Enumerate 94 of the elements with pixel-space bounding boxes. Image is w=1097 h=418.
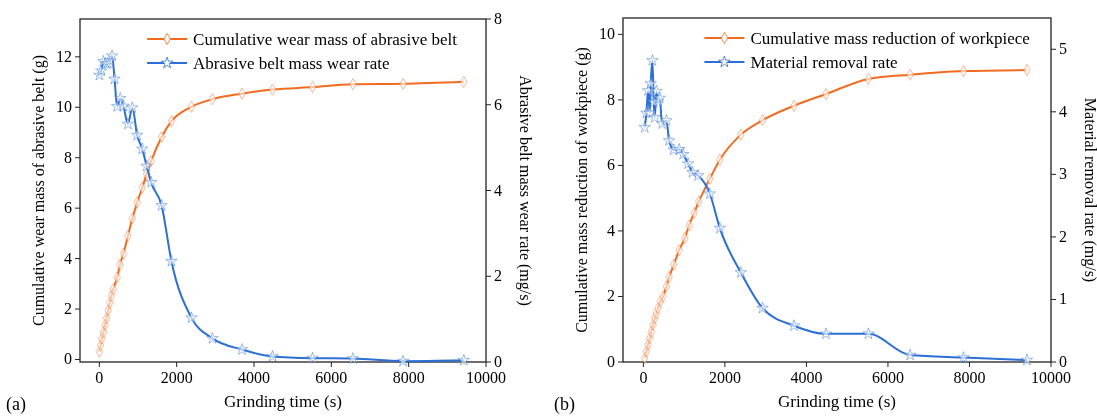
point [673,142,686,155]
point [862,327,875,340]
x-tick-label: 2000 [160,369,193,386]
point [397,354,410,367]
point [235,343,249,355]
point [713,221,726,234]
point [648,111,661,123]
point [1020,353,1034,366]
y-tick-label: 10 [56,98,72,116]
point [787,319,801,331]
point [108,72,121,85]
point [95,64,108,77]
x-tick-label: 0 [639,369,648,386]
point [756,301,769,314]
point [136,142,149,155]
y-tick-label: 4 [64,249,72,267]
point [121,117,134,130]
point [692,169,705,181]
x-tick-label: 8000 [953,369,986,386]
point [638,121,651,133]
point [140,159,153,172]
point [682,157,695,169]
point [165,254,178,267]
legend-label: Abrasive belt mass wear rate [193,54,390,73]
y2-tick-label: 4 [1059,102,1067,120]
point [99,326,108,338]
y2-tick-label: 0 [494,353,502,370]
point [677,147,690,160]
point [266,350,279,362]
point [155,199,168,211]
y-tick-label: 8 [64,148,72,166]
y2-tick-label: 2 [494,267,502,285]
x-tick-label: 4000 [238,369,270,386]
point [114,91,127,104]
point [646,54,659,66]
y2-tick-label: 3 [1059,165,1067,183]
y-tick-label: 4 [607,221,615,239]
y-tick-label: 6 [607,156,615,174]
point [145,175,158,188]
point [457,353,470,366]
point [686,166,699,178]
legend-label: Cumulative mass reduction of workpiece [750,29,1030,48]
point [644,77,657,89]
y-tick-label: 8 [607,90,615,108]
point [306,351,319,364]
y-tick-label: 12 [56,47,72,65]
y-tick-label: 2 [607,287,615,305]
x-tick-label: 4000 [790,369,823,386]
y2-tick-label: 8 [494,10,502,27]
point [957,351,970,363]
x-tick-label: 10000 [1031,369,1071,386]
point [734,266,747,278]
x-tick-label: 8000 [392,369,425,386]
x-tick-label: 6000 [871,369,904,386]
text: (b) [554,394,575,415]
legend-label: Material removal rate [750,53,898,72]
y2-tick-label: 0 [1059,353,1067,370]
point [650,84,663,97]
x-axis-title: Grinding time (s) [223,392,343,411]
y2-tick-label: 4 [494,181,502,199]
x-tick-label: 2000 [708,369,741,386]
point [105,49,119,62]
point [346,352,359,364]
point [185,311,198,324]
y-tick-label: 0 [607,353,615,370]
legend-label: Cumulative wear mass of abrasive belt [193,30,458,49]
point [663,134,676,146]
y2-axis-title: Abrasive belt mass wear rate (mg/s) [516,75,534,306]
y2-tick-label: 6 [494,95,502,113]
y-tick-label: 10 [599,25,615,43]
x-tick-label: 0 [95,369,104,386]
x-tick-label: 10000 [466,369,506,386]
y2-tick-label: 2 [1059,227,1067,245]
point [667,143,680,156]
x-tick-label: 6000 [315,369,348,386]
point [131,128,144,141]
point [641,84,655,96]
y-tick-label: 6 [64,199,72,217]
point [819,327,833,340]
y-axis-title: Cumulative mass reduction of workpiece (g) [573,47,591,333]
y2-tick-label: 5 [1059,40,1067,58]
point [126,101,139,113]
y2-tick-label: 1 [1059,290,1067,308]
y-tick-label: 0 [64,350,72,368]
y2-axis-title: Material removal rate (mg/s) [1081,97,1097,283]
y-axis-title: Cumulative wear mass of abrasive belt (g) [30,54,48,327]
text: (a) [6,394,26,415]
point [703,187,716,199]
point [206,332,219,344]
x-axis-title: Grinding time (s) [777,392,897,411]
point [660,114,673,126]
y-tick-label: 2 [64,300,72,318]
point [904,348,917,361]
point [117,99,130,112]
